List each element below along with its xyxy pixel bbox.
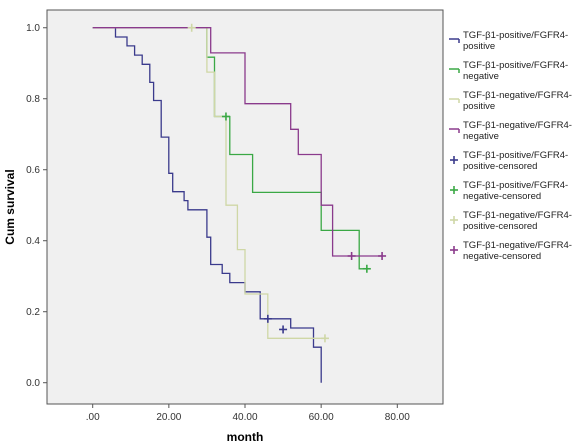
legend-label: TGF-β1-negative/FGFR4- [463,210,572,221]
x-axis-ticks: .00 20.00 40.00 60.00 80.00 [86,404,410,423]
legend-label: negative-censored [463,191,541,202]
legend-item: TGF-β1-positive/FGFR4-negative [449,60,568,82]
y-axis-ticks: 0.0 0.2 0.4 0.6 0.8 1.0 [26,23,47,389]
series-line-1 [92,27,322,383]
x-tick-label: 40.00 [232,412,257,423]
legend-label: positive [463,101,495,112]
y-tick-label: 1.0 [26,23,40,34]
x-tick-label: 60.00 [309,412,334,423]
y-axis-title: Cum survival [3,169,17,244]
legend-label: TGF-β1-positive/FGFR4- [463,180,568,191]
legend-label: TGF-β1-positive/FGFR4- [463,30,568,41]
censor-marker [320,334,329,343]
x-tick-label: .00 [86,412,100,423]
censor-markers [187,23,387,343]
censor-marker [347,251,356,260]
legend-item: TGF-β1-negative/FGFR4-positive-censored [450,210,572,232]
censor-marker [221,112,230,121]
series-line-4 [92,27,383,257]
legend-item: TGF-β1-negative/FGFR4-negative-censored [450,240,572,262]
series-line-2 [92,27,367,270]
legend-item: TGF-β1-negative/FGFR4-positive [449,90,572,112]
legend-item: TGF-β1-positive/FGFR4-positive [449,30,568,52]
censor-marker [187,23,196,32]
x-tick-label: 80.00 [385,412,410,423]
legend-label: positive-censored [463,161,537,172]
legend: TGF-β1-positive/FGFR4-positiveTGF-β1-pos… [449,30,572,262]
legend-item: TGF-β1-positive/FGFR4-negative-censored [450,180,568,202]
censor-marker [279,325,288,334]
y-tick-label: 0.6 [26,165,40,176]
series-line-3 [92,27,325,339]
legend-label: TGF-β1-positive/FGFR4- [463,150,568,161]
legend-label: negative-censored [463,251,541,262]
legend-item: TGF-β1-negative/FGFR4-negative [449,120,572,142]
y-tick-label: 0.4 [26,236,40,247]
legend-label: TGF-β1-negative/FGFR4- [463,120,572,131]
censor-marker [378,251,387,260]
legend-label: negative [463,131,499,142]
legend-label: TGF-β1-negative/FGFR4- [463,90,572,101]
x-axis-title: month [227,430,264,444]
y-tick-label: 0.0 [26,378,40,389]
legend-label: TGF-β1-positive/FGFR4- [463,60,568,71]
legend-item: TGF-β1-positive/FGFR4-positive-censored [450,150,568,172]
censor-marker [263,314,272,323]
legend-label: TGF-β1-negative/FGFR4- [463,240,572,251]
censor-marker [362,264,371,273]
legend-label: negative [463,71,499,82]
legend-label: positive-censored [463,221,537,232]
y-tick-label: 0.8 [26,94,40,105]
legend-label: positive [463,41,495,52]
y-tick-label: 0.2 [26,307,40,318]
series-layer [92,27,383,383]
x-tick-label: 20.00 [156,412,181,423]
